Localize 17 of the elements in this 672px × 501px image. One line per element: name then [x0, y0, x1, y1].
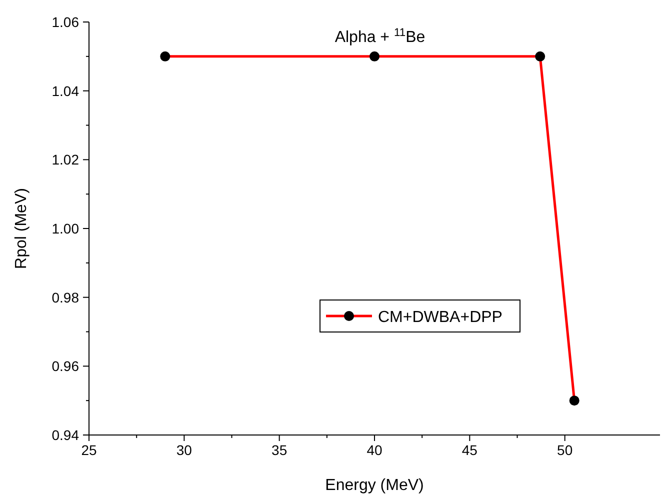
- y-tick-label: 1.02: [52, 152, 80, 168]
- chart-title: Alpha + $^{11}$Be: [334, 27, 426, 46]
- y-tick-label: 0.98: [52, 289, 80, 306]
- legend-label: CM+DWBA+DPP: [378, 309, 502, 326]
- x-axis-title: Energy (MeV): [325, 477, 424, 494]
- x-tick-label: 30: [176, 442, 192, 458]
- x-tick-label: 40: [366, 442, 382, 458]
- y-tick-label: 1.04: [52, 82, 80, 99]
- x-tick-label: 45: [462, 442, 478, 458]
- x-tick-label: 25: [81, 442, 97, 458]
- y-tick-label: 0.96: [52, 358, 80, 374]
- x-tick-label: 50: [557, 442, 573, 458]
- y-tick-label: 1.06: [52, 14, 80, 30]
- y-tick-label: 0.94: [52, 427, 80, 443]
- y-tick-label: 1.00: [52, 220, 80, 236]
- x-tick-label: 35: [272, 442, 288, 458]
- y-axis-title: Rpol (MeV): [13, 188, 30, 269]
